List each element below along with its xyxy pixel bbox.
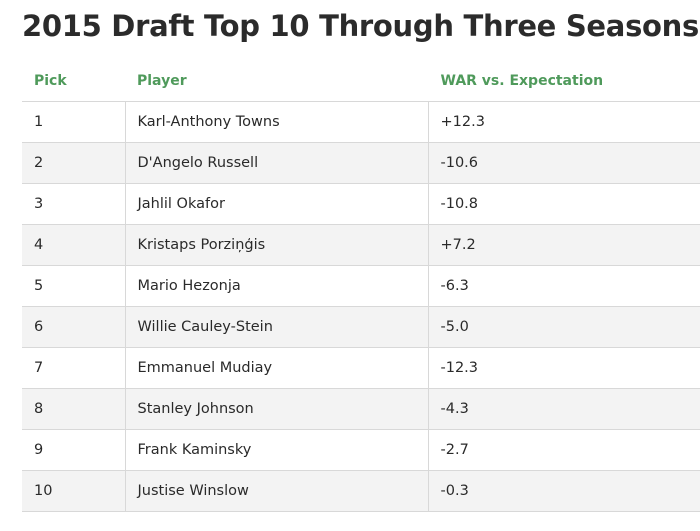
cell-war: -10.6 xyxy=(427,142,700,184)
cell-war: -4.3 xyxy=(427,388,700,430)
table-row: 4 Kristaps Porziņģis +7.2 xyxy=(22,224,700,266)
column-header-war: WAR vs. Expectation xyxy=(427,60,700,102)
cell-pick: 2 xyxy=(22,142,125,184)
cell-player: Emmanuel Mudiay xyxy=(124,347,428,389)
cell-war: +12.3 xyxy=(427,101,700,143)
table-row: 8 Stanley Johnson -4.3 xyxy=(22,388,700,430)
table-row: 7 Emmanuel Mudiay -12.3 xyxy=(22,347,700,389)
column-header-pick: Pick xyxy=(22,60,125,102)
cell-pick: 9 xyxy=(22,429,125,471)
cell-pick: 3 xyxy=(22,183,125,225)
table-header-row: Pick Player WAR vs. Expectation xyxy=(22,60,700,102)
table-row: 5 Mario Hezonja -6.3 xyxy=(22,265,700,307)
cell-player: Stanley Johnson xyxy=(124,388,428,430)
cell-war: -2.7 xyxy=(427,429,700,471)
table-body: 1 Karl-Anthony Towns +12.3 2 D'Angelo Russel… xyxy=(22,101,700,512)
chart-title: 2015 Draft Top 10 Through Three Seasons xyxy=(22,9,699,43)
cell-war: -10.8 xyxy=(427,183,700,225)
cell-pick: 1 xyxy=(22,101,125,143)
cell-war: -6.3 xyxy=(427,265,700,307)
table-row: 1 Karl-Anthony Towns +12.3 xyxy=(22,101,700,143)
cell-player: Frank Kaminsky xyxy=(124,429,428,471)
cell-pick: 6 xyxy=(22,306,125,348)
cell-player: Mario Hezonja xyxy=(124,265,428,307)
table-row: 10 Justise Winslow -0.3 xyxy=(22,470,700,512)
cell-player: Karl-Anthony Towns xyxy=(124,101,428,143)
table-row: 6 Willie Cauley-Stein -5.0 xyxy=(22,306,700,348)
table-row: 2 D'Angelo Russell -10.6 xyxy=(22,142,700,184)
cell-pick: 10 xyxy=(22,470,125,512)
cell-player: Willie Cauley-Stein xyxy=(124,306,428,348)
cell-war: -5.0 xyxy=(427,306,700,348)
cell-war: -12.3 xyxy=(427,347,700,389)
cell-player: Justise Winslow xyxy=(124,470,428,512)
table-row: 9 Frank Kaminsky -2.7 xyxy=(22,429,700,471)
cell-pick: 4 xyxy=(22,224,125,266)
cell-war: +7.2 xyxy=(427,224,700,266)
column-header-player: Player xyxy=(125,60,428,102)
draft-table: Pick Player WAR vs. Expectation 1 Karl-An… xyxy=(22,60,700,512)
cell-player: Kristaps Porziņģis xyxy=(124,224,428,266)
cell-pick: 7 xyxy=(22,347,125,389)
cell-player: D'Angelo Russell xyxy=(124,142,428,184)
cell-player: Jahlil Okafor xyxy=(124,183,428,225)
cell-pick: 5 xyxy=(22,265,125,307)
cell-pick: 8 xyxy=(22,388,125,430)
table-row: 3 Jahlil Okafor -10.8 xyxy=(22,183,700,225)
cell-war: -0.3 xyxy=(427,470,700,512)
